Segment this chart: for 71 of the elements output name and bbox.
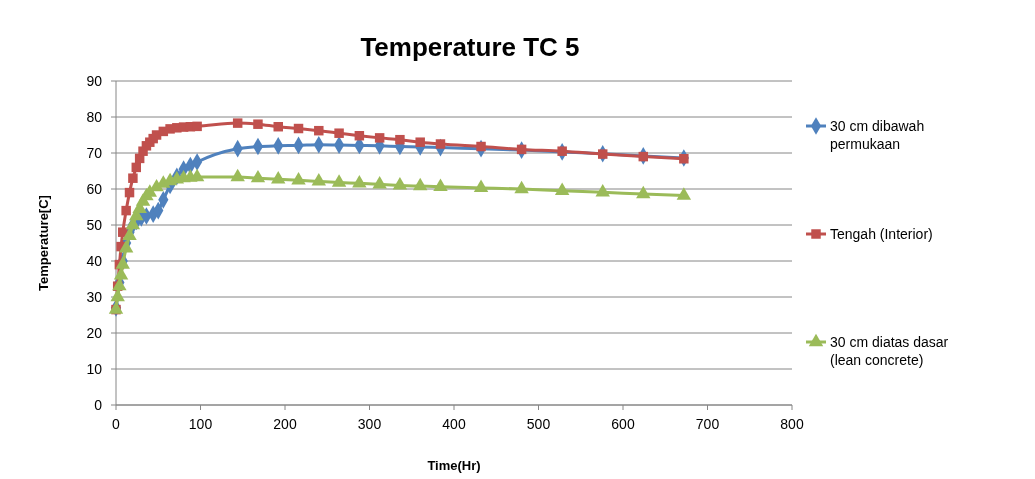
y-tick-label: 80 bbox=[86, 108, 103, 125]
point bbox=[271, 170, 286, 184]
point bbox=[118, 240, 134, 253]
point bbox=[121, 205, 131, 216]
y-tick-label: 90 bbox=[86, 72, 103, 89]
y-tick-label: 0 bbox=[94, 396, 103, 413]
point bbox=[636, 185, 651, 199]
point bbox=[395, 134, 405, 145]
x-axis-title: Time(Hr) bbox=[427, 458, 481, 473]
point bbox=[412, 177, 428, 191]
point bbox=[314, 125, 324, 136]
point bbox=[110, 288, 125, 302]
point bbox=[273, 121, 283, 132]
point bbox=[433, 178, 448, 191]
point bbox=[115, 256, 130, 269]
point bbox=[131, 162, 142, 173]
legend-label: 30 cm diatas dasar (lean concrete) bbox=[830, 333, 949, 369]
point bbox=[557, 146, 567, 156]
x-tick-label: 200 bbox=[273, 416, 297, 432]
legend-label: Tengah (Interior) bbox=[830, 225, 933, 242]
y-tick-label: 60 bbox=[86, 180, 103, 197]
point bbox=[113, 267, 129, 280]
point bbox=[331, 174, 347, 187]
y-axis-title: Temperature[C] bbox=[36, 195, 51, 291]
point bbox=[192, 121, 202, 132]
point bbox=[253, 119, 263, 129]
point bbox=[291, 172, 306, 185]
x-tick-label: 400 bbox=[442, 416, 466, 432]
point bbox=[311, 173, 327, 186]
y-tick-label: 40 bbox=[86, 252, 103, 269]
point bbox=[514, 180, 529, 194]
point bbox=[293, 123, 304, 134]
point bbox=[189, 168, 205, 182]
point bbox=[232, 118, 243, 128]
y-tick-label: 10 bbox=[86, 360, 103, 377]
point bbox=[595, 183, 610, 197]
point bbox=[354, 130, 365, 141]
point bbox=[435, 139, 446, 149]
point bbox=[122, 227, 137, 240]
x-tick-label: 100 bbox=[188, 416, 213, 432]
legend-label: 30 cm dibawah permukaan bbox=[830, 117, 925, 153]
point bbox=[392, 177, 408, 190]
point bbox=[415, 137, 425, 147]
point bbox=[516, 144, 527, 155]
point bbox=[597, 149, 608, 159]
y-tick-label: 50 bbox=[86, 216, 103, 233]
point bbox=[230, 168, 245, 182]
point bbox=[473, 179, 489, 193]
point bbox=[352, 174, 367, 188]
point bbox=[334, 128, 344, 138]
x-tick-label: 500 bbox=[526, 416, 551, 432]
y-tick-label: 20 bbox=[86, 324, 103, 341]
point bbox=[554, 182, 570, 195]
x-tick-label: 800 bbox=[780, 416, 804, 432]
y-tick-label: 30 bbox=[86, 288, 103, 305]
point bbox=[476, 141, 486, 152]
x-tick-label: 0 bbox=[112, 416, 121, 432]
point bbox=[128, 173, 138, 183]
point bbox=[124, 187, 135, 198]
x-tick-label: 300 bbox=[357, 416, 382, 432]
point bbox=[112, 277, 127, 291]
point bbox=[679, 154, 689, 164]
point bbox=[374, 133, 385, 143]
chart-title: Temperature TC 5 bbox=[360, 32, 580, 62]
y-tick-label: 70 bbox=[86, 144, 103, 161]
point bbox=[250, 169, 266, 183]
x-tick-label: 700 bbox=[695, 416, 720, 432]
point bbox=[676, 187, 692, 200]
x-tick-label: 600 bbox=[611, 416, 635, 432]
point bbox=[638, 151, 649, 162]
point bbox=[372, 176, 387, 189]
